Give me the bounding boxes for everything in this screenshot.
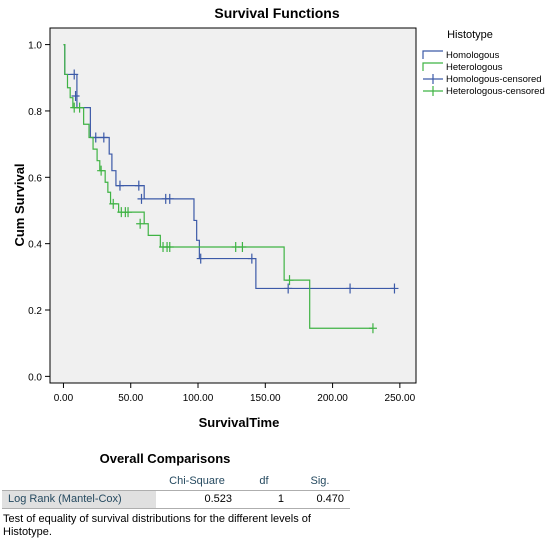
comparison-title: Overall Comparisons	[99, 451, 231, 466]
legend-label: Heterologous	[446, 62, 503, 73]
legend-title: Histotype	[447, 29, 493, 41]
censored-mark-homologous	[284, 283, 293, 294]
y-tick-label: 1.0	[28, 41, 42, 52]
x-tick-label: 250.00	[385, 393, 416, 404]
y-axis-label: Cum Survival	[12, 163, 27, 246]
censored-mark-homologous	[115, 180, 124, 191]
censored-mark-heterologous	[136, 218, 145, 229]
y-tick-label: 0.0	[28, 372, 42, 383]
censored-mark-homologous	[134, 180, 143, 191]
legend-label: Homologous-censored	[446, 74, 542, 85]
censored-mark-heterologous	[231, 241, 240, 252]
x-axis-ticks: 0.00 50.00 100.00 150.00 200.00 250.00	[54, 383, 416, 404]
y-tick-label: 0.2	[28, 306, 42, 317]
x-tick-label: 200.00	[317, 393, 348, 404]
legend-item: Homologous-censored	[423, 74, 542, 85]
censored-mark-heterologous	[368, 323, 377, 334]
survival-line-homologous	[63, 43, 395, 290]
table-header-row: Chi-Square df Sig.	[2, 473, 350, 491]
legend-item: Heterologous-censored	[423, 86, 545, 97]
table-row: Log Rank (Mantel-Cox) 0.523 1 0.470	[2, 490, 350, 509]
survival-chart: Survival Functions 0.0 0.2 0.4 0.6 0.8 1.0 0.…	[12, 5, 545, 430]
censored-mark-homologous	[346, 283, 355, 294]
header-df: df	[238, 473, 290, 491]
censored-mark-heterologous	[238, 241, 247, 252]
y-axis-ticks: 0.0 0.2 0.4 0.6 0.8 1.0	[28, 41, 50, 383]
x-tick-label: 0.00	[54, 393, 74, 404]
x-axis-label: SurvivalTime	[199, 415, 280, 430]
censored-mark-heterologous	[109, 198, 118, 209]
cell-sig: 0.470	[290, 490, 350, 509]
censored-mark-homologous	[71, 91, 80, 102]
legend: Histotype HomologousHeterologousHomologo…	[422, 29, 545, 97]
censored-mark-heterologous	[285, 275, 294, 286]
header-sig: Sig.	[290, 473, 350, 491]
x-tick-label: 50.00	[118, 393, 143, 404]
censored-mark-homologous	[165, 193, 174, 204]
row-label: Log Rank (Mantel-Cox)	[2, 490, 156, 509]
cell-chi-square: 0.523	[156, 490, 238, 509]
footnote: Test of equality of survival distributio…	[3, 513, 311, 538]
x-tick-label: 150.00	[250, 393, 281, 404]
censored-mark-heterologous	[165, 241, 174, 252]
legend-item: Homologous	[422, 50, 500, 61]
censored-mark-homologous	[137, 193, 146, 204]
censored-mark-homologous	[99, 132, 108, 143]
plot-area	[49, 27, 417, 384]
header-blank	[2, 473, 156, 491]
legend-step-swatch	[422, 50, 443, 59]
y-tick-label: 0.8	[28, 107, 42, 118]
cell-df: 1	[238, 490, 290, 509]
censored-mark-homologous	[247, 253, 256, 264]
legend-step-swatch	[422, 62, 443, 71]
legend-label: Homologous	[446, 50, 500, 61]
legend-item: Heterologous	[422, 62, 503, 73]
censored-mark-homologous	[390, 283, 399, 294]
series-layer	[63, 43, 399, 334]
y-tick-label: 0.4	[28, 240, 42, 251]
header-chi-square: Chi-Square	[156, 473, 238, 491]
x-tick-label: 100.00	[183, 393, 214, 404]
chart-title: Survival Functions	[214, 5, 339, 21]
censored-mark-homologous	[70, 69, 79, 80]
censored-mark-homologous	[196, 253, 205, 264]
censored-mark-heterologous	[124, 207, 133, 218]
censored-mark-heterologous	[75, 102, 84, 113]
legend-censor-swatch	[423, 74, 443, 84]
legend-censor-swatch	[423, 86, 443, 96]
y-tick-label: 0.6	[28, 173, 42, 184]
legend-label: Heterologous-censored	[446, 86, 545, 97]
censored-mark-heterologous	[97, 165, 106, 176]
comparison-table: Chi-Square df Sig. Log Rank (Mantel-Cox)…	[2, 473, 350, 509]
